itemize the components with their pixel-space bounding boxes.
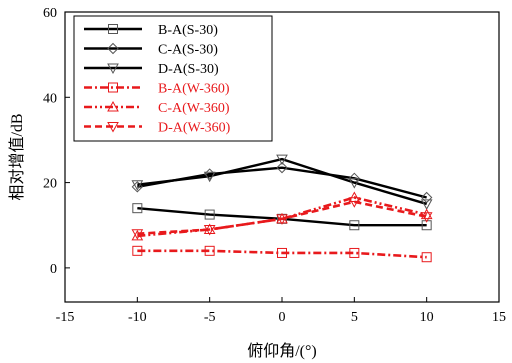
series-C-A(S-30) (131, 161, 433, 204)
series-line (137, 200, 427, 236)
series-line (137, 249, 427, 259)
legend-label: D-A(S-30) (158, 62, 219, 77)
data-point (276, 154, 288, 166)
legend-box (73, 15, 273, 142)
data-point (349, 220, 360, 231)
data-point (420, 199, 433, 210)
legend-item: C-A(W-360) (84, 100, 230, 116)
legend-label: C-A(S-30) (158, 43, 218, 58)
series-D-A(W-360) (131, 197, 433, 240)
legend-label: B-A(W-360) (158, 82, 230, 97)
series-C-A(W-360) (131, 191, 433, 241)
series-D-A(S-30) (131, 154, 433, 210)
x-tick-label: -10 (128, 310, 147, 325)
legend-label: C-A(W-360) (158, 101, 230, 116)
legend-marker (107, 63, 119, 75)
legend-marker (107, 122, 119, 133)
data-point (204, 209, 215, 220)
legend-item: C-A(S-30) (84, 43, 218, 58)
y-tick-label: 40 (43, 91, 57, 106)
y-axis-label: 相对增值/dB (8, 113, 26, 200)
data-point (349, 247, 360, 258)
data-point (420, 212, 433, 223)
data-point (131, 180, 144, 191)
legend-label: B-A(S-30) (158, 23, 218, 38)
data-point (132, 245, 143, 256)
y-tick-label: 60 (43, 6, 57, 21)
data-point (348, 178, 361, 189)
y-tick-label: 0 (50, 262, 57, 277)
x-tick-label: 5 (351, 310, 358, 325)
series-line (137, 196, 427, 238)
data-point (277, 247, 287, 258)
data-point (131, 229, 144, 241)
data-point (276, 214, 288, 225)
legend-marker (108, 24, 118, 34)
x-axis-label: 俯仰角/(°) (247, 342, 317, 360)
data-point (420, 208, 433, 220)
x-tick-label: 10 (420, 310, 434, 325)
x-tick-label: 0 (279, 310, 286, 325)
data-point (276, 161, 288, 174)
y-tick-label: 20 (43, 177, 57, 192)
legend-marker (107, 42, 119, 55)
legend-item: D-A(S-30) (84, 62, 219, 77)
legend-marker (108, 82, 118, 93)
data-point (204, 245, 215, 256)
data-point (421, 252, 432, 263)
legend-label: D-A(W-360) (158, 121, 231, 136)
data-point (348, 197, 361, 208)
legend-item: B-A(W-360) (84, 82, 230, 97)
series-line (137, 157, 428, 206)
x-tick-label: 15 (492, 310, 506, 325)
legend-marker (107, 100, 119, 112)
data-point (420, 191, 433, 204)
data-point (131, 229, 144, 240)
data-point (348, 191, 361, 203)
legend-item: B-A(S-30) (84, 23, 218, 38)
series-B-A(W-360) (132, 245, 432, 263)
data-point (132, 203, 143, 214)
series-B-A(S-30) (132, 203, 432, 231)
data-point (203, 171, 216, 183)
legend-item: D-A(W-360) (84, 121, 231, 136)
x-tick-label: -15 (56, 310, 75, 325)
data-point (203, 225, 216, 236)
x-tick-label: -5 (204, 310, 216, 325)
